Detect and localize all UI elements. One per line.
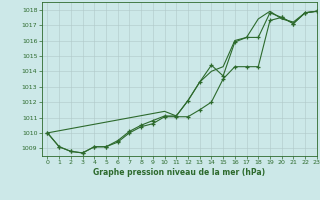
X-axis label: Graphe pression niveau de la mer (hPa): Graphe pression niveau de la mer (hPa) xyxy=(93,168,265,177)
